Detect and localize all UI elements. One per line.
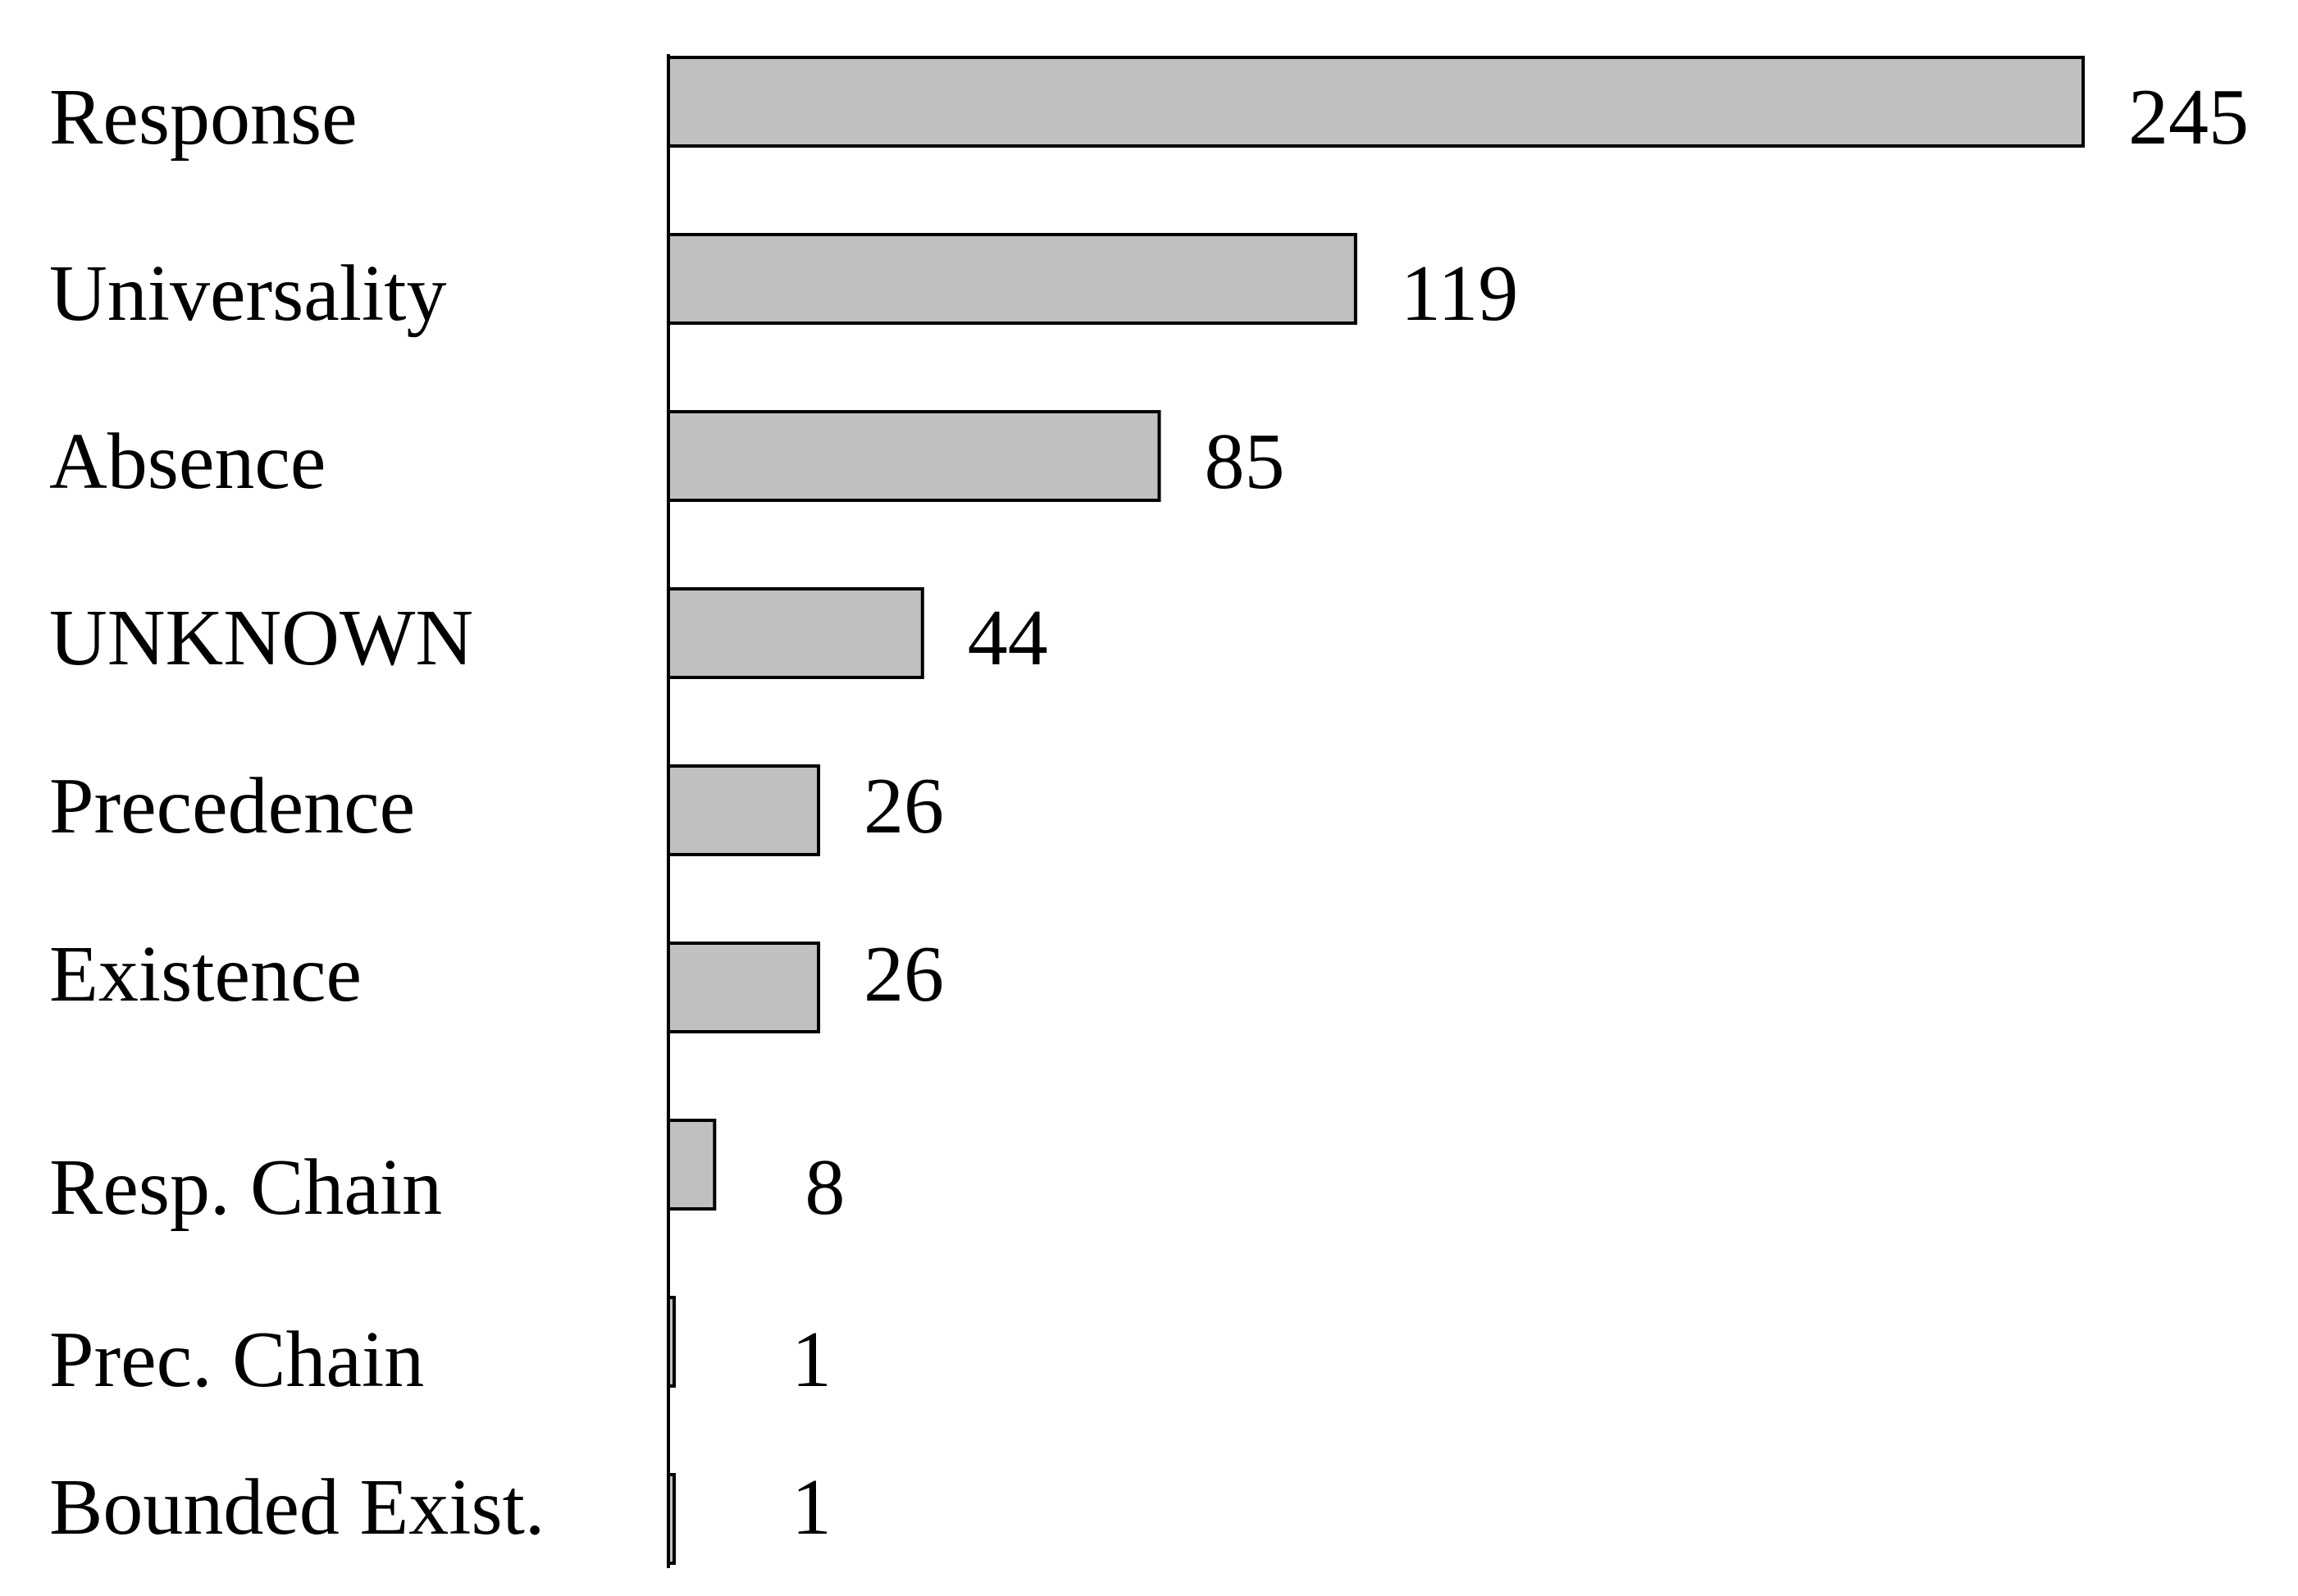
value-label-0: 245 — [2128, 73, 2249, 162]
category-label-4: Precedence — [49, 762, 415, 850]
category-label-2: Absence — [49, 417, 326, 506]
value-label-6: 8 — [805, 1143, 845, 1232]
value-label-5: 26 — [864, 930, 944, 1019]
category-labels: Response Universality Absence UNKNOWN Preced… — [49, 73, 545, 1552]
value-label-4: 26 — [864, 762, 944, 850]
bar-1 — [667, 233, 1357, 325]
category-label-5: Existence — [49, 930, 362, 1019]
value-label-1: 119 — [1401, 249, 1518, 338]
bar-0 — [667, 56, 2085, 148]
value-labels: 245 119 85 44 26 26 8 1 1 — [791, 73, 2249, 1552]
category-label-0: Response — [49, 73, 358, 162]
category-label-7: Prec. Chain — [49, 1316, 424, 1404]
category-label-3: UNKNOWN — [49, 594, 473, 682]
value-label-2: 85 — [1204, 417, 1284, 506]
category-label-6: Resp. Chain — [49, 1143, 442, 1232]
value-label-8: 1 — [791, 1463, 832, 1552]
bar-2 — [667, 410, 1161, 502]
value-label-3: 44 — [968, 594, 1048, 682]
value-label-7: 1 — [791, 1316, 832, 1404]
bar-3 — [667, 587, 924, 679]
bars-layer — [667, 56, 2085, 1565]
category-label-1: Universality — [49, 249, 446, 338]
bar-6 — [667, 1119, 717, 1211]
category-label-8: Bounded Exist. — [49, 1463, 545, 1552]
bar-5 — [667, 942, 821, 1033]
bar-4 — [667, 764, 821, 856]
